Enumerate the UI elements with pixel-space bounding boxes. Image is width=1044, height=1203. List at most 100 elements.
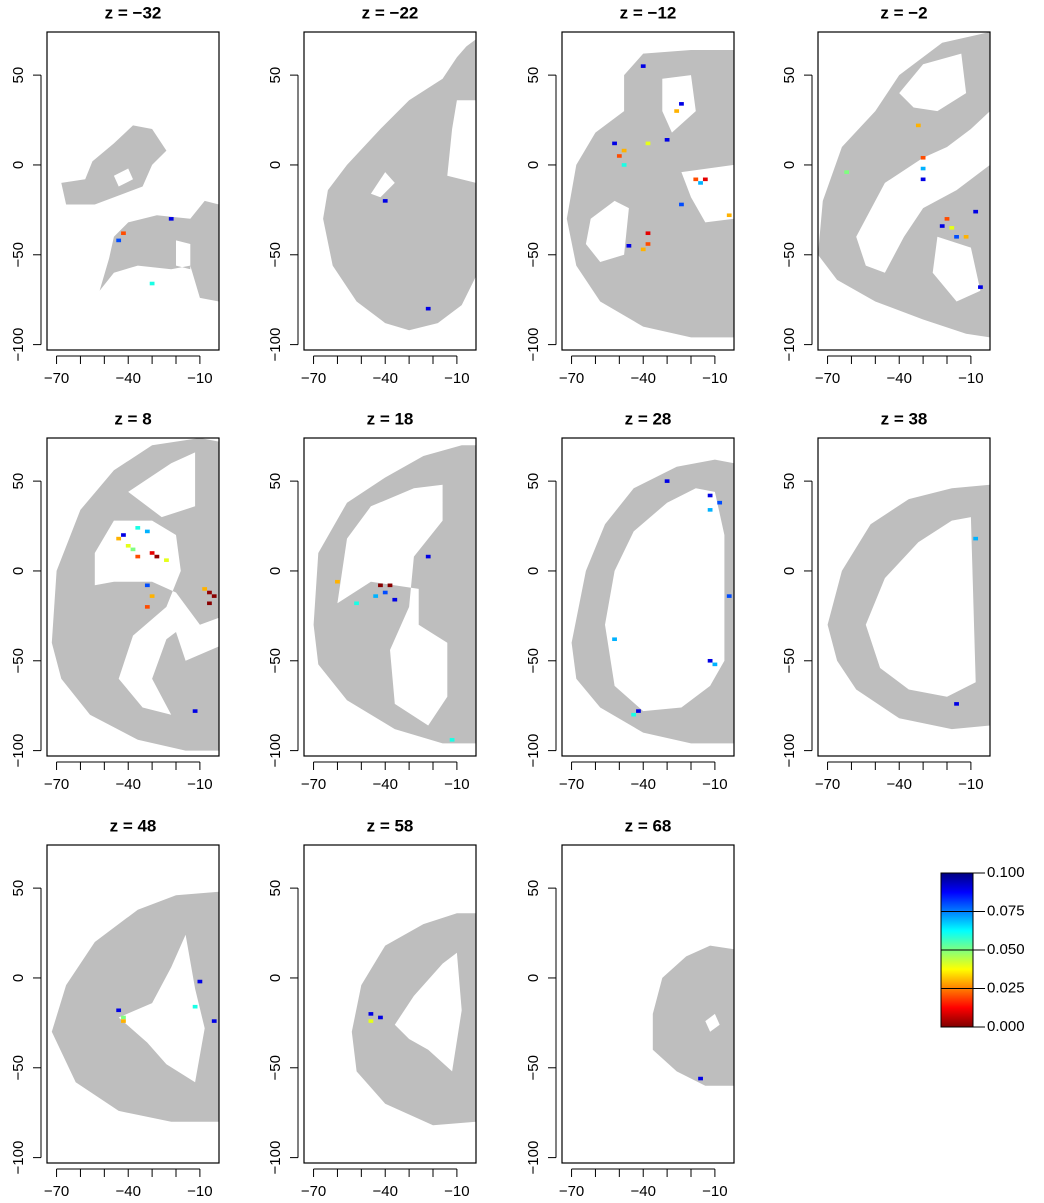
panel-title: z = 58 [367,816,414,835]
brain-mask [52,438,219,751]
voxel [373,594,378,598]
voxel [369,1012,374,1016]
x-tick-label: −10 [958,370,983,387]
voxel [121,231,126,235]
voxel [646,142,651,146]
colorbar-tick-label: 0.025 [987,979,1025,996]
voxel [116,537,121,541]
y-tick-label: −100 [525,1141,542,1175]
voxel [622,149,627,153]
brain-mask [61,125,219,301]
y-tick-label: −50 [781,242,798,267]
x-tick-label: −10 [187,776,212,793]
voxel [631,713,636,717]
colorbar-tick-label: 0.100 [987,864,1025,881]
y-tick-label: −50 [267,1055,284,1080]
panel [52,438,219,751]
x-tick-label: −10 [444,370,469,387]
figure: z = −32−70−40−10−100−50050z = −22−70−40−… [0,0,1044,1203]
x-tick-label: −40 [372,1183,397,1200]
x-tick-label: −10 [958,776,983,793]
x-tick-label: −40 [372,370,397,387]
voxel [426,307,431,311]
voxel [641,248,646,252]
voxel [708,659,713,663]
x-tick-label: −10 [187,1183,212,1200]
voxel [665,138,670,142]
x-tick-label: −40 [630,1183,655,1200]
x-tick-label: −70 [44,1183,69,1200]
voxel [392,598,397,602]
panel [352,913,476,1125]
voxel [145,584,150,588]
voxel [121,1016,126,1020]
voxel [679,203,684,207]
voxel [617,154,622,158]
x-tick-label: −10 [702,1183,727,1200]
brain-mask [818,32,990,337]
voxel [383,591,388,595]
voxel [198,980,203,984]
panel-title: z = −32 [105,3,162,22]
x-tick-label: −70 [44,370,69,387]
voxel [954,702,959,706]
voxel [150,282,155,286]
voxel [150,594,155,598]
x-tick-label: −70 [815,776,840,793]
panel [61,125,219,301]
colorbar-tick-label: 0.050 [987,941,1025,958]
voxel [169,217,174,221]
voxel [844,170,849,174]
x-tick-label: −70 [301,776,326,793]
y-tick-label: −50 [267,648,284,673]
voxel [145,530,150,534]
voxel [636,709,641,713]
y-tick-label: −100 [267,734,284,768]
voxel [964,235,969,239]
x-tick-label: −70 [559,370,584,387]
y-tick-label: −50 [10,648,27,673]
voxel [978,285,983,289]
y-tick-label: 0 [525,161,542,169]
voxel [369,1019,374,1023]
y-tick-label: −100 [10,328,27,362]
voxel [674,109,679,113]
voxel [126,544,131,548]
x-tick-label: −40 [372,776,397,793]
x-tick-label: −40 [115,1183,140,1200]
y-tick-label: 50 [267,67,284,84]
voxel [116,239,121,243]
y-tick-label: 0 [267,567,284,575]
panel [828,485,990,729]
voxel [713,663,718,667]
y-tick-label: 0 [10,567,27,575]
y-tick-label: 50 [267,473,284,490]
voxel [164,558,169,562]
y-tick-label: 0 [267,974,284,982]
voxel [921,156,926,160]
x-tick-label: −40 [630,370,655,387]
panel-title: z = −22 [362,3,419,22]
brain-mask [828,485,990,729]
x-tick-label: −40 [630,776,655,793]
voxel [717,501,722,505]
voxel [378,584,383,588]
voxel [708,508,713,512]
y-tick-label: 0 [781,567,798,575]
y-tick-label: −50 [10,1055,27,1080]
voxel [612,142,617,146]
brain-mask [567,50,734,337]
brain-mask [572,460,734,744]
x-tick-label: −10 [702,776,727,793]
voxel [145,605,150,609]
brain-mask [314,445,476,743]
y-tick-label: 50 [781,67,798,84]
y-tick-label: −50 [10,242,27,267]
voxel [646,242,651,246]
voxel [693,178,698,182]
panel-title: z = 28 [625,409,672,428]
voxel [940,224,945,228]
y-tick-label: −100 [525,734,542,768]
voxel [665,479,670,483]
voxel [150,551,155,555]
